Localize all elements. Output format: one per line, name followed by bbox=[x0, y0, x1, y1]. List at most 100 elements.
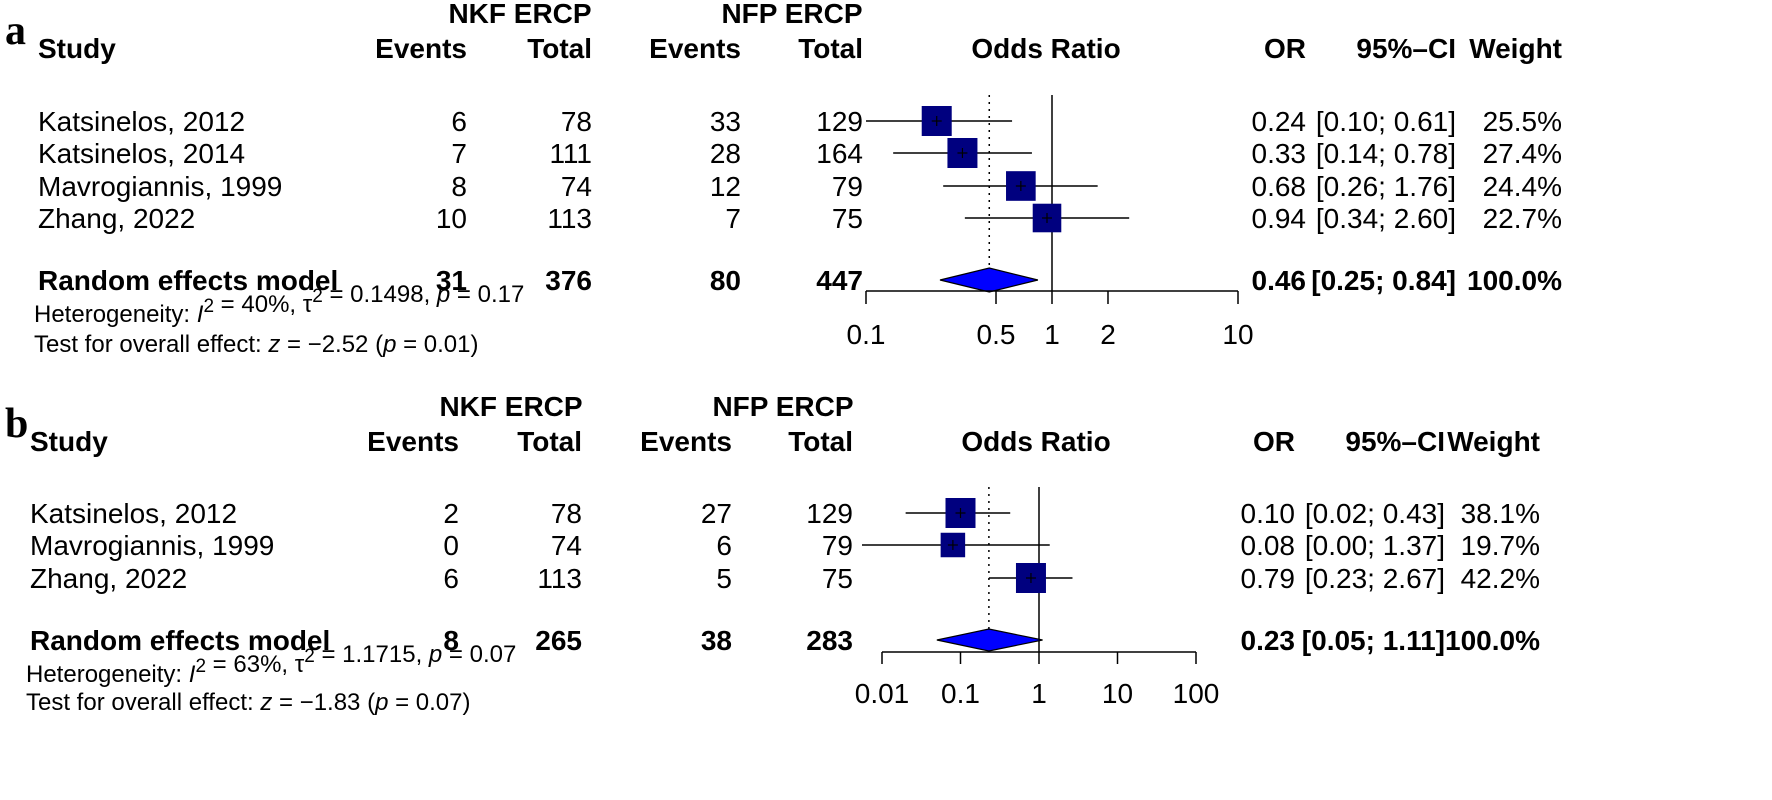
p-symbol: p bbox=[436, 281, 450, 308]
study-name: Katsinelos, 2012 bbox=[30, 498, 237, 529]
group2-events-cell: 28 bbox=[710, 138, 741, 169]
group2-total-header: Total bbox=[798, 33, 863, 64]
superscript-two: 2 bbox=[203, 296, 214, 317]
p-symbol: p bbox=[374, 689, 388, 716]
group1-total-cell: 74 bbox=[551, 530, 582, 561]
study-name: Katsinelos, 2014 bbox=[38, 138, 245, 169]
group2-events-cell: 6 bbox=[716, 530, 732, 561]
weight-column-header: Weight bbox=[1447, 426, 1540, 457]
group2-events-cell: 12 bbox=[710, 171, 741, 202]
superscript-two: 2 bbox=[304, 646, 315, 667]
tau2-value: = 0.1498, bbox=[323, 281, 437, 308]
group1-total-cell: 74 bbox=[561, 171, 592, 202]
group1-total-cell: 78 bbox=[561, 106, 592, 137]
study-name: Katsinelos, 2012 bbox=[38, 106, 245, 137]
study-name: Mavrogiannis, 1999 bbox=[38, 171, 282, 202]
pooled-model-label: Random effects model bbox=[38, 265, 338, 296]
group1-header: NKF ERCP bbox=[439, 391, 582, 422]
weight-value-cell: 27.4% bbox=[1483, 138, 1562, 169]
study-column-header: Study bbox=[38, 33, 116, 64]
ci-value-cell: [0.23; 2.67] bbox=[1305, 563, 1445, 594]
or-value-cell: 0.24 bbox=[1252, 106, 1307, 137]
group1-events-cell: 2 bbox=[443, 498, 459, 529]
pooled-ci-value: [0.25; 0.84] bbox=[1311, 265, 1456, 296]
group1-total-cell: 111 bbox=[549, 138, 592, 169]
group1-events-cell: 6 bbox=[443, 563, 459, 594]
pooled-or-value: 0.23 bbox=[1241, 625, 1296, 656]
heterogeneity-statistics: Heterogeneity: I2 = 63%, τ2 = 1.1715, p … bbox=[26, 641, 516, 688]
group2-header: NFP ERCP bbox=[712, 391, 853, 422]
group2-header: NFP ERCP bbox=[721, 0, 862, 29]
x-tick-label: 0.1 bbox=[847, 319, 886, 350]
forest-panel-b: b NKF ERCP NFP ERCP Study Events Total Events T… bbox=[5, 391, 1540, 716]
p-value: = 0.17 bbox=[450, 281, 524, 308]
x-tick-label: 100 bbox=[1173, 678, 1220, 709]
panel-label: a bbox=[5, 8, 26, 54]
or-value-cell: 0.68 bbox=[1252, 171, 1307, 202]
forest-panel-a: a NKF ERCP NFP ERCP Study Events Total Events T… bbox=[5, 0, 1562, 358]
ci-value-cell: [0.02; 0.43] bbox=[1305, 498, 1445, 529]
weight-value-cell: 24.4% bbox=[1483, 171, 1562, 202]
tau2-symbol: τ bbox=[303, 291, 313, 318]
z-symbol: z bbox=[259, 689, 272, 716]
pooled-group2-events: 38 bbox=[701, 625, 732, 656]
group2-total-cell: 129 bbox=[816, 106, 863, 137]
p-value: = 0.07) bbox=[388, 689, 470, 716]
x-tick-label: 0.5 bbox=[977, 319, 1016, 350]
p-symbol: p bbox=[382, 331, 396, 358]
group2-total-cell: 79 bbox=[832, 171, 863, 202]
plot-column-header: Odds Ratio bbox=[961, 426, 1110, 457]
pooled-model-label: Random effects model bbox=[30, 625, 330, 656]
group2-total-cell: 79 bbox=[822, 530, 853, 561]
group1-events-cell: 10 bbox=[436, 203, 467, 234]
study-name: Zhang, 2022 bbox=[38, 203, 195, 234]
pooled-group2-total: 283 bbox=[806, 625, 853, 656]
group1-total-header: Total bbox=[527, 33, 592, 64]
heterogeneity-statistics: Heterogeneity: I2 = 40%, τ2 = 0.1498, p … bbox=[34, 281, 524, 328]
group1-events-cell: 0 bbox=[443, 530, 459, 561]
study-name: Zhang, 2022 bbox=[30, 563, 187, 594]
p-value: = 0.01) bbox=[396, 331, 478, 358]
heterogeneity-prefix: Heterogeneity: bbox=[26, 661, 189, 688]
ci-value-cell: [0.34; 2.60] bbox=[1316, 203, 1456, 234]
plot-column-header: Odds Ratio bbox=[971, 33, 1120, 64]
ci-value-cell: [0.26; 1.76] bbox=[1316, 171, 1456, 202]
ci-value-cell: [0.10; 0.61] bbox=[1316, 106, 1456, 137]
group1-total-cell: 78 bbox=[551, 498, 582, 529]
group1-total-header: Total bbox=[517, 426, 582, 457]
group2-events-cell: 27 bbox=[701, 498, 732, 529]
group2-total-header: Total bbox=[788, 426, 853, 457]
z-value: = −2.52 ( bbox=[280, 331, 383, 358]
pooled-group1-events: 8 bbox=[443, 625, 459, 656]
i2-value: = 63%, bbox=[206, 651, 295, 678]
x-tick-label: 10 bbox=[1222, 319, 1253, 350]
study-column-header: Study bbox=[30, 426, 108, 457]
i2-symbol: I bbox=[189, 661, 196, 688]
overall-test-prefix: Test for overall effect: bbox=[26, 689, 260, 716]
pooled-group1-events: 31 bbox=[436, 265, 467, 296]
overall-effect-test: Test for overall effect: z = −1.83 (p = … bbox=[26, 689, 471, 716]
tau2-symbol: τ bbox=[295, 651, 305, 678]
group2-events-header: Events bbox=[649, 33, 741, 64]
p-symbol: p bbox=[428, 641, 442, 668]
group2-events-cell: 33 bbox=[710, 106, 741, 137]
group1-events-cell: 7 bbox=[451, 138, 467, 169]
pooled-group1-total: 376 bbox=[545, 265, 592, 296]
x-tick-label: 2 bbox=[1100, 319, 1116, 350]
group1-events-header: Events bbox=[375, 33, 467, 64]
pooled-or-value: 0.46 bbox=[1252, 265, 1307, 296]
weight-value-cell: 42.2% bbox=[1461, 563, 1540, 594]
panel-label: b bbox=[5, 401, 28, 447]
z-symbol: z bbox=[267, 331, 280, 358]
group1-total-cell: 113 bbox=[547, 203, 592, 234]
group2-events-header: Events bbox=[640, 426, 732, 457]
ci-column-header: 95%–CI bbox=[1356, 33, 1456, 64]
tau2-value: = 1.1715, bbox=[315, 641, 429, 668]
ci-value-cell: [0.00; 1.37] bbox=[1305, 530, 1445, 561]
pooled-group2-events: 80 bbox=[710, 265, 741, 296]
group2-total-cell: 129 bbox=[806, 498, 853, 529]
group1-total-cell: 113 bbox=[537, 563, 582, 594]
or-value-cell: 0.33 bbox=[1252, 138, 1307, 169]
superscript-two: 2 bbox=[195, 656, 206, 677]
